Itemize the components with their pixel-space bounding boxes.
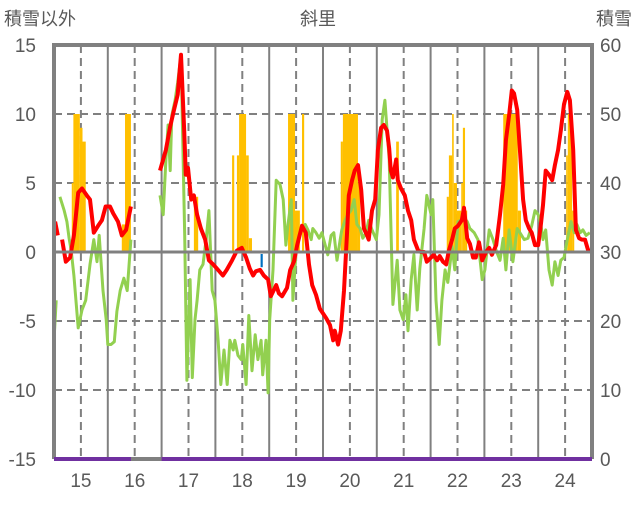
snow-bar [340, 141, 343, 252]
left-tick-label: 10 [15, 105, 36, 126]
left-tick-label: 0 [25, 243, 36, 264]
snow-bar [357, 183, 361, 252]
left-tick-label: -15 [9, 450, 36, 471]
snow-bar [82, 141, 86, 252]
snow-bar [566, 155, 568, 252]
snow-bar [453, 183, 457, 252]
snow-bar [236, 155, 240, 252]
right-axis-title: 積雪 [596, 9, 632, 29]
left-tick-label: -5 [19, 312, 36, 333]
x-tick-label: 15 [70, 471, 91, 492]
snow-bar [246, 155, 249, 252]
x-tick-label: 18 [232, 471, 253, 492]
snow-bar [121, 224, 126, 252]
right-tick-label: 0 [600, 450, 611, 471]
red-series-line [60, 186, 133, 264]
snow-bar [248, 238, 252, 252]
snow-bar [302, 114, 305, 252]
x-tick-label: 17 [178, 471, 199, 492]
snow-bar [446, 196, 449, 252]
blue-bar [260, 254, 263, 268]
x-tick-label: 22 [447, 471, 468, 492]
red-series-line [158, 52, 591, 347]
right-tick-label: 40 [600, 174, 621, 195]
right-tick-label: 20 [600, 312, 621, 333]
left-tick-label: -10 [9, 381, 36, 402]
green-series-line [58, 196, 133, 346]
x-tick-label: 23 [501, 471, 522, 492]
x-tick-label: 21 [393, 471, 414, 492]
snow-bar [462, 127, 466, 252]
snow-bar [239, 114, 247, 252]
x-tick-label: 19 [286, 471, 307, 492]
snow-bar [456, 210, 462, 252]
snow-bar [448, 155, 453, 252]
snow-bar [232, 155, 235, 252]
right-tick-label: 50 [600, 105, 621, 126]
left-axis-title: 積雪以外 [4, 9, 76, 29]
x-tick-label: 24 [555, 471, 577, 492]
snow-bars [71, 114, 575, 268]
snow-bar [73, 114, 80, 252]
snow-bar [567, 114, 573, 252]
x-tick-label: 16 [124, 471, 145, 492]
plot-frame [52, 43, 594, 461]
snow-bar [295, 210, 300, 252]
snow-bar [71, 183, 74, 252]
snow-bar [452, 114, 454, 252]
right-tick-label: 60 [600, 36, 621, 57]
left-tick-label: 5 [25, 174, 36, 195]
right-tick-label: 30 [600, 243, 621, 264]
snow-bar [396, 141, 399, 252]
chart-title: 斜里 [300, 9, 336, 29]
snow-bar [288, 114, 296, 252]
right-tick-label: 10 [600, 381, 621, 402]
left-tick-label: 15 [15, 36, 36, 57]
snow-bar [193, 196, 199, 252]
x-tick-label: 20 [339, 471, 360, 492]
snow-bar [125, 114, 131, 252]
